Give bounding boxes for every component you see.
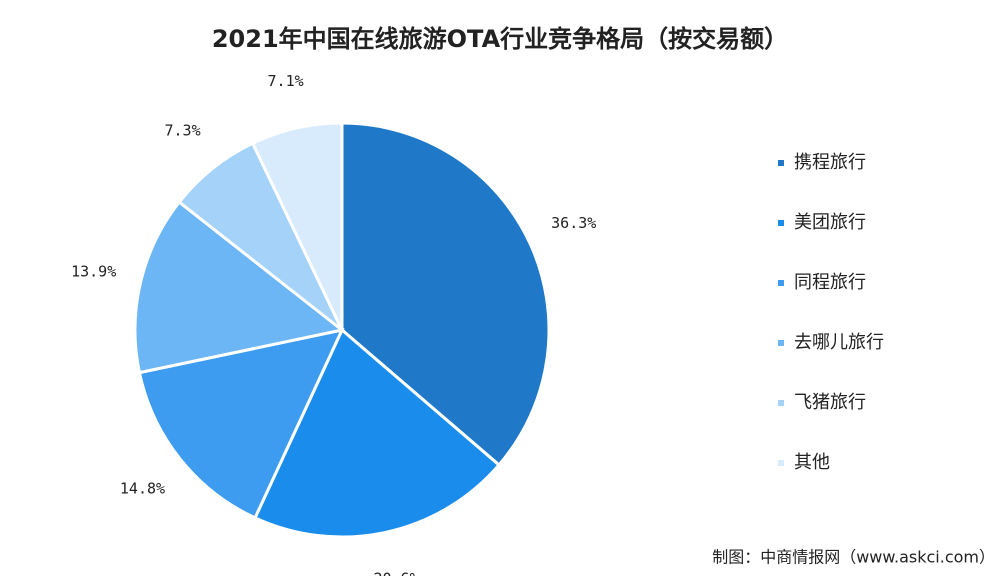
legend-label: 飞猪旅行 (794, 392, 866, 413)
legend-marker (778, 160, 784, 166)
legend-marker (778, 280, 784, 286)
legend-marker (778, 400, 784, 406)
data-label: 14.8% (120, 479, 165, 497)
legend-marker (778, 460, 784, 466)
data-label: 7.1% (268, 72, 304, 90)
data-label: 13.9% (71, 263, 116, 281)
data-label: 20.6% (373, 570, 418, 576)
legend-label: 美团旅行 (794, 212, 866, 233)
data-label: 7.3% (165, 121, 201, 139)
source-note: 制图：中商情报网（www.askci.com） (712, 548, 995, 567)
legend-label: 携程旅行 (794, 152, 866, 173)
legend-label: 其他 (794, 452, 830, 473)
pie-slice (137, 327, 345, 520)
chart-title: 2021年中国在线旅游OTA行业竞争格局（按交易额） (212, 25, 788, 53)
pie-slice (253, 327, 502, 539)
legend-marker (778, 220, 784, 226)
legend-label: 同程旅行 (794, 272, 866, 293)
pie-slice (340, 121, 551, 468)
legend-label: 去哪儿旅行 (794, 332, 884, 353)
legend-marker (778, 340, 784, 346)
pie-slice (250, 121, 344, 331)
pie-slice (133, 199, 346, 375)
data-label: 36.3% (551, 214, 596, 232)
